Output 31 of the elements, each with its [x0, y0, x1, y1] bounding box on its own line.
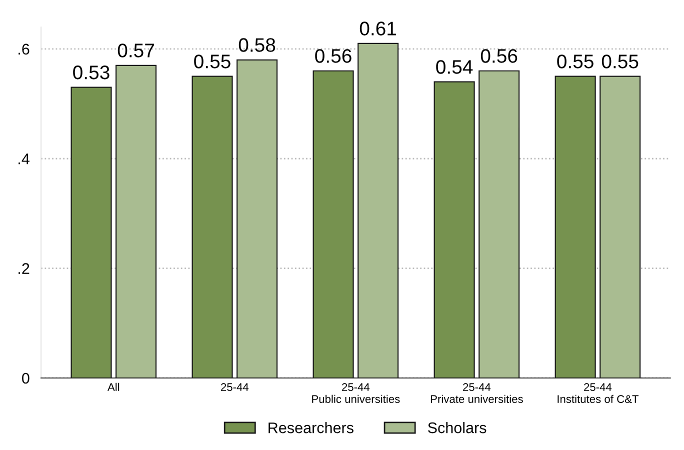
bar	[434, 81, 475, 378]
x-tick-label: 25-44	[221, 383, 249, 392]
y-tick-label: .2	[18, 263, 30, 274]
y-tick-label: .6	[18, 44, 30, 55]
bar	[236, 59, 278, 378]
x-tick-label: 25-44 Institutes of C&T	[558, 383, 639, 403]
data-label: 0.55	[602, 54, 638, 68]
bar	[554, 76, 596, 378]
bar	[358, 42, 399, 378]
data-label: 0.61	[360, 22, 396, 36]
x-tick-label: 25-44 Private universities	[430, 383, 523, 403]
y-tick-label: .4	[18, 154, 30, 164]
data-label: 0.56	[480, 49, 518, 63]
data-label: 0.53	[73, 66, 110, 80]
x-tick-label: All	[107, 382, 120, 391]
y-tick-label: 0	[22, 372, 30, 384]
legend-label: Scholars	[428, 422, 486, 434]
bar	[478, 70, 520, 378]
bar	[192, 76, 233, 378]
bar	[116, 64, 157, 378]
bar	[600, 76, 641, 378]
data-label: 0.55	[194, 54, 230, 68]
data-label: 0.57	[118, 44, 154, 58]
bar	[70, 86, 112, 378]
data-label: 0.55	[557, 54, 594, 68]
x-tick-label: 25-44 Public universities	[312, 383, 400, 403]
data-label: 0.54	[436, 60, 473, 74]
data-label: 0.58	[238, 38, 276, 52]
bar	[312, 70, 354, 378]
data-label: 0.56	[315, 49, 352, 63]
legend-label: Researchers	[268, 422, 354, 434]
